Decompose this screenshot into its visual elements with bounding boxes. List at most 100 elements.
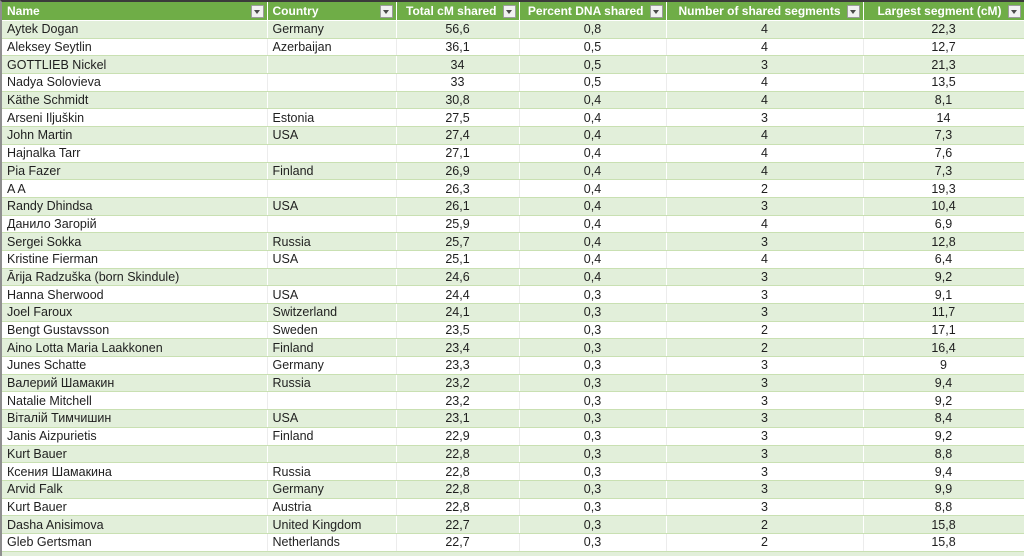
cell-percent-dna[interactable]: 0,3 — [519, 427, 667, 446]
table-row[interactable]: Aytek Dogan Germany 56,6 0,8 4 22,3 — [2, 20, 1024, 39]
table-row[interactable]: Валерий Шамакин Russia 23,2 0,3 3 9,4 — [2, 374, 1024, 393]
cell-largest-segment[interactable]: 15,8 — [863, 533, 1024, 552]
cell-country[interactable]: Austria — [267, 498, 397, 517]
cell-total-cm[interactable]: 22,8 — [396, 480, 520, 499]
cell-largest-segment[interactable]: 9,2 — [863, 268, 1024, 287]
cell-percent-dna[interactable]: 0,4 — [519, 268, 667, 287]
cell-percent-dna[interactable]: 0,3 — [519, 445, 667, 464]
cell-country[interactable]: USA — [267, 126, 397, 145]
cell-shared-segments[interactable]: 3 — [666, 462, 864, 481]
table-row[interactable]: Randy Dhindsa USA 26,1 0,4 3 10,4 — [2, 197, 1024, 216]
cell-name[interactable]: GOTTLIEB Nickel — [2, 55, 268, 75]
cell-percent-dna[interactable]: 0,3 — [519, 409, 667, 428]
table-row[interactable]: A A 26,3 0,4 2 19,3 — [2, 179, 1024, 198]
cell-largest-segment[interactable]: 11,7 — [863, 303, 1024, 322]
cell-name[interactable]: Aleksey Seytlin — [2, 38, 268, 57]
cell-total-cm[interactable]: 56,6 — [396, 20, 520, 39]
column-header-largest-segment[interactable]: Largest segment (cM) — [863, 2, 1024, 21]
cell-name[interactable]: Dasha Anisimova — [2, 515, 268, 534]
cell-percent-dna[interactable]: 0,4 — [519, 179, 667, 198]
cell-percent-dna[interactable]: 0,3 — [519, 285, 667, 304]
cell-total-cm[interactable]: 26,1 — [396, 197, 520, 216]
cell-shared-segments[interactable]: 3 — [666, 356, 864, 375]
cell-name[interactable]: Валерий Шамакин — [2, 374, 268, 393]
cell-largest-segment[interactable]: 9,2 — [863, 391, 1024, 411]
cell-name[interactable]: Joel Faroux — [2, 303, 268, 322]
table-row[interactable]: Ārija Radzuška (born Skindule) 24,6 0,4 … — [2, 268, 1024, 287]
cell-shared-segments[interactable]: 3 — [666, 285, 864, 304]
cell-shared-segments[interactable]: 3 — [666, 391, 864, 411]
cell-percent-dna[interactable]: 0,4 — [519, 108, 667, 128]
cell-total-cm[interactable]: 33 — [396, 73, 520, 92]
cell-name[interactable]: Hajnalka Tarr — [2, 144, 268, 163]
cell-name[interactable]: Natalie Mitchell — [2, 391, 268, 411]
cell-name[interactable]: Aytek Dogan — [2, 20, 268, 39]
cell-country[interactable]: Russia — [267, 374, 397, 393]
cell-largest-segment[interactable]: 13,5 — [863, 73, 1024, 92]
cell-largest-segment[interactable]: 8,8 — [863, 445, 1024, 464]
cell-total-cm[interactable]: 23,2 — [396, 374, 520, 393]
cell-total-cm[interactable]: 25,1 — [396, 250, 520, 269]
cell-name[interactable]: Ārija Radzuška (born Skindule) — [2, 268, 268, 287]
cell-shared-segments[interactable]: 4 — [666, 20, 864, 39]
cell-country[interactable] — [267, 91, 397, 110]
table-row[interactable]: Kristine Fierman USA 25,1 0,4 4 6,4 — [2, 250, 1024, 269]
cell-shared-segments[interactable]: 2 — [666, 515, 864, 534]
table-row[interactable]: Aleksey Seytlin Azerbaijan 36,1 0,5 4 12… — [2, 38, 1024, 57]
cell-percent-dna[interactable]: 0,4 — [519, 162, 667, 181]
column-header-country[interactable]: Country — [267, 2, 397, 21]
cell-total-cm[interactable]: 23,1 — [396, 409, 520, 428]
cell-shared-segments[interactable]: 4 — [666, 250, 864, 269]
cell-percent-dna[interactable]: 0,3 — [519, 321, 667, 340]
column-header-shared-segments[interactable]: Number of shared segments — [666, 2, 864, 21]
cell-shared-segments[interactable]: 3 — [666, 480, 864, 499]
cell-largest-segment[interactable]: 15,8 — [863, 515, 1024, 534]
cell-country[interactable]: Russia — [267, 462, 397, 481]
filter-button-largest-segment[interactable] — [1007, 4, 1021, 18]
cell-country[interactable]: Switzerland — [267, 303, 397, 322]
cell-shared-segments[interactable]: 3 — [666, 197, 864, 216]
table-row[interactable]: Gleb Gertsman Netherlands 22,7 0,3 2 15,… — [2, 533, 1024, 552]
table-row[interactable]: Janis Aizpurietis Finland 22,9 0,3 3 9,2 — [2, 427, 1024, 446]
cell-total-cm[interactable]: 22,7 — [396, 515, 520, 534]
cell-percent-dna[interactable]: 0,4 — [519, 197, 667, 216]
table-row[interactable]: Sergei Sokka Russia 25,7 0,4 3 12,8 — [2, 232, 1024, 251]
cell-country[interactable]: USA — [267, 197, 397, 216]
cell-shared-segments[interactable]: 3 — [666, 374, 864, 393]
cell-shared-segments[interactable]: 2 — [666, 179, 864, 198]
cell-largest-segment[interactable]: 8,4 — [863, 409, 1024, 428]
cell-total-cm[interactable]: 22,8 — [396, 498, 520, 517]
cell-name[interactable]: A A — [2, 179, 268, 198]
cell-largest-segment[interactable]: 16,4 — [863, 338, 1024, 358]
table-row[interactable]: Käthe Schmidt 30,8 0,4 4 8,1 — [2, 91, 1024, 110]
cell-percent-dna[interactable]: 0,4 — [519, 126, 667, 145]
cell-country[interactable]: Germany — [267, 356, 397, 375]
cell-name[interactable]: Kurt Bauer — [2, 445, 268, 464]
cell-total-cm[interactable]: 23,4 — [396, 338, 520, 358]
cell-name[interactable]: Randy Dhindsa — [2, 197, 268, 216]
cell-largest-segment[interactable]: 9,1 — [863, 285, 1024, 304]
cell-largest-segment[interactable]: 10,4 — [863, 197, 1024, 216]
cell-largest-segment[interactable]: 22,3 — [863, 20, 1024, 39]
cell-name[interactable]: Janis Aizpurietis — [2, 427, 268, 446]
cell-country[interactable] — [267, 144, 397, 163]
table-row[interactable]: Hanna Sherwood USA 24,4 0,3 3 9,1 — [2, 285, 1024, 304]
cell-total-cm[interactable]: 25,9 — [396, 215, 520, 234]
cell-largest-segment[interactable]: 19,3 — [863, 179, 1024, 198]
cell-percent-dna[interactable]: 0,4 — [519, 91, 667, 110]
cell-largest-segment[interactable]: 8,1 — [863, 91, 1024, 110]
cell-shared-segments[interactable]: 4 — [666, 73, 864, 92]
cell-shared-segments[interactable]: 4 — [666, 91, 864, 110]
cell-percent-dna[interactable]: 0,3 — [519, 374, 667, 393]
cell-total-cm[interactable]: 23,2 — [396, 391, 520, 411]
table-row[interactable]: Віталій Тимчишин USA 23,1 0,3 3 8,4 — [2, 409, 1024, 428]
cell-shared-segments[interactable]: 3 — [666, 232, 864, 251]
cell-country[interactable] — [267, 445, 397, 464]
cell-percent-dna[interactable]: 0,5 — [519, 55, 667, 75]
cell-shared-segments[interactable]: 3 — [666, 445, 864, 464]
cell-name[interactable]: Ксения Шамакина — [2, 462, 268, 481]
cell-shared-segments[interactable]: 3 — [666, 498, 864, 517]
table-row[interactable]: Ксения Шамакина Russia 22,8 0,3 3 9,4 — [2, 462, 1024, 481]
table-row[interactable]: Данило Загорій 25,9 0,4 4 6,9 — [2, 215, 1024, 234]
filter-button-total-cm[interactable] — [502, 4, 516, 18]
